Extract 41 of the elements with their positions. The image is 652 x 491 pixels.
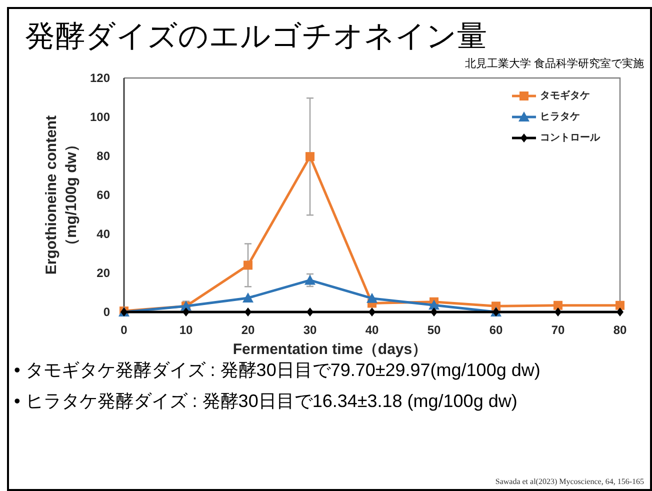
point — [244, 308, 252, 316]
text: • タモギタケ発酵ダイズ : 発酵30日目で79.70±29.97(mg/100g dw) — [14, 360, 540, 380]
x-tick-label: 0 — [120, 323, 128, 337]
point — [182, 308, 190, 316]
x-tick-label: 80 — [613, 323, 627, 337]
point — [368, 308, 376, 316]
text: • ヒラタケ発酵ダイズ : 発酵30日目で16.34±3.18 (mg/100g dw) — [14, 391, 518, 411]
x-tick-label: 30 — [303, 323, 317, 337]
point — [304, 274, 316, 285]
y-axis-title: Ergothioneine content （mg/100g dw） — [43, 115, 80, 275]
y-tick-label: 60 — [96, 188, 110, 202]
point — [244, 260, 252, 270]
point — [554, 300, 562, 310]
text: Sawada et al(2023) Mycoscience, 64, 156-165 — [495, 477, 644, 486]
chart-subtitle: 北見工業大学 食品科学研究室で実施 — [464, 57, 644, 70]
y-tick-label: 120 — [90, 71, 110, 85]
y-tick-label: 40 — [96, 227, 110, 241]
point — [428, 300, 440, 310]
y-tick-label: 80 — [96, 149, 110, 163]
x-axis-title: Fermentation time（days） — [232, 341, 428, 358]
y-tick-label: 0 — [103, 305, 110, 319]
x-tick-label: 70 — [551, 323, 565, 337]
legend-label: コントロール — [540, 132, 601, 144]
y-tick-label: 100 — [90, 110, 110, 124]
point — [306, 152, 314, 162]
point — [306, 308, 314, 316]
x-tick-label: 50 — [427, 323, 441, 337]
point — [554, 308, 562, 316]
x-tick-label: 40 — [365, 323, 379, 337]
point — [242, 292, 254, 302]
x-tick-label: 60 — [489, 323, 503, 337]
legend-label: タモギタケ — [540, 90, 590, 102]
legend-label: ヒラタケ — [540, 112, 580, 122]
point — [366, 292, 378, 303]
point — [430, 308, 438, 316]
point — [616, 308, 624, 316]
chart-title: 発酵ダイズのエルゴチオネイン量 — [25, 20, 487, 53]
x-tick-label: 20 — [241, 323, 255, 337]
x-tick-label: 10 — [179, 323, 193, 337]
point — [616, 300, 624, 310]
y-tick-label: 20 — [96, 266, 110, 280]
